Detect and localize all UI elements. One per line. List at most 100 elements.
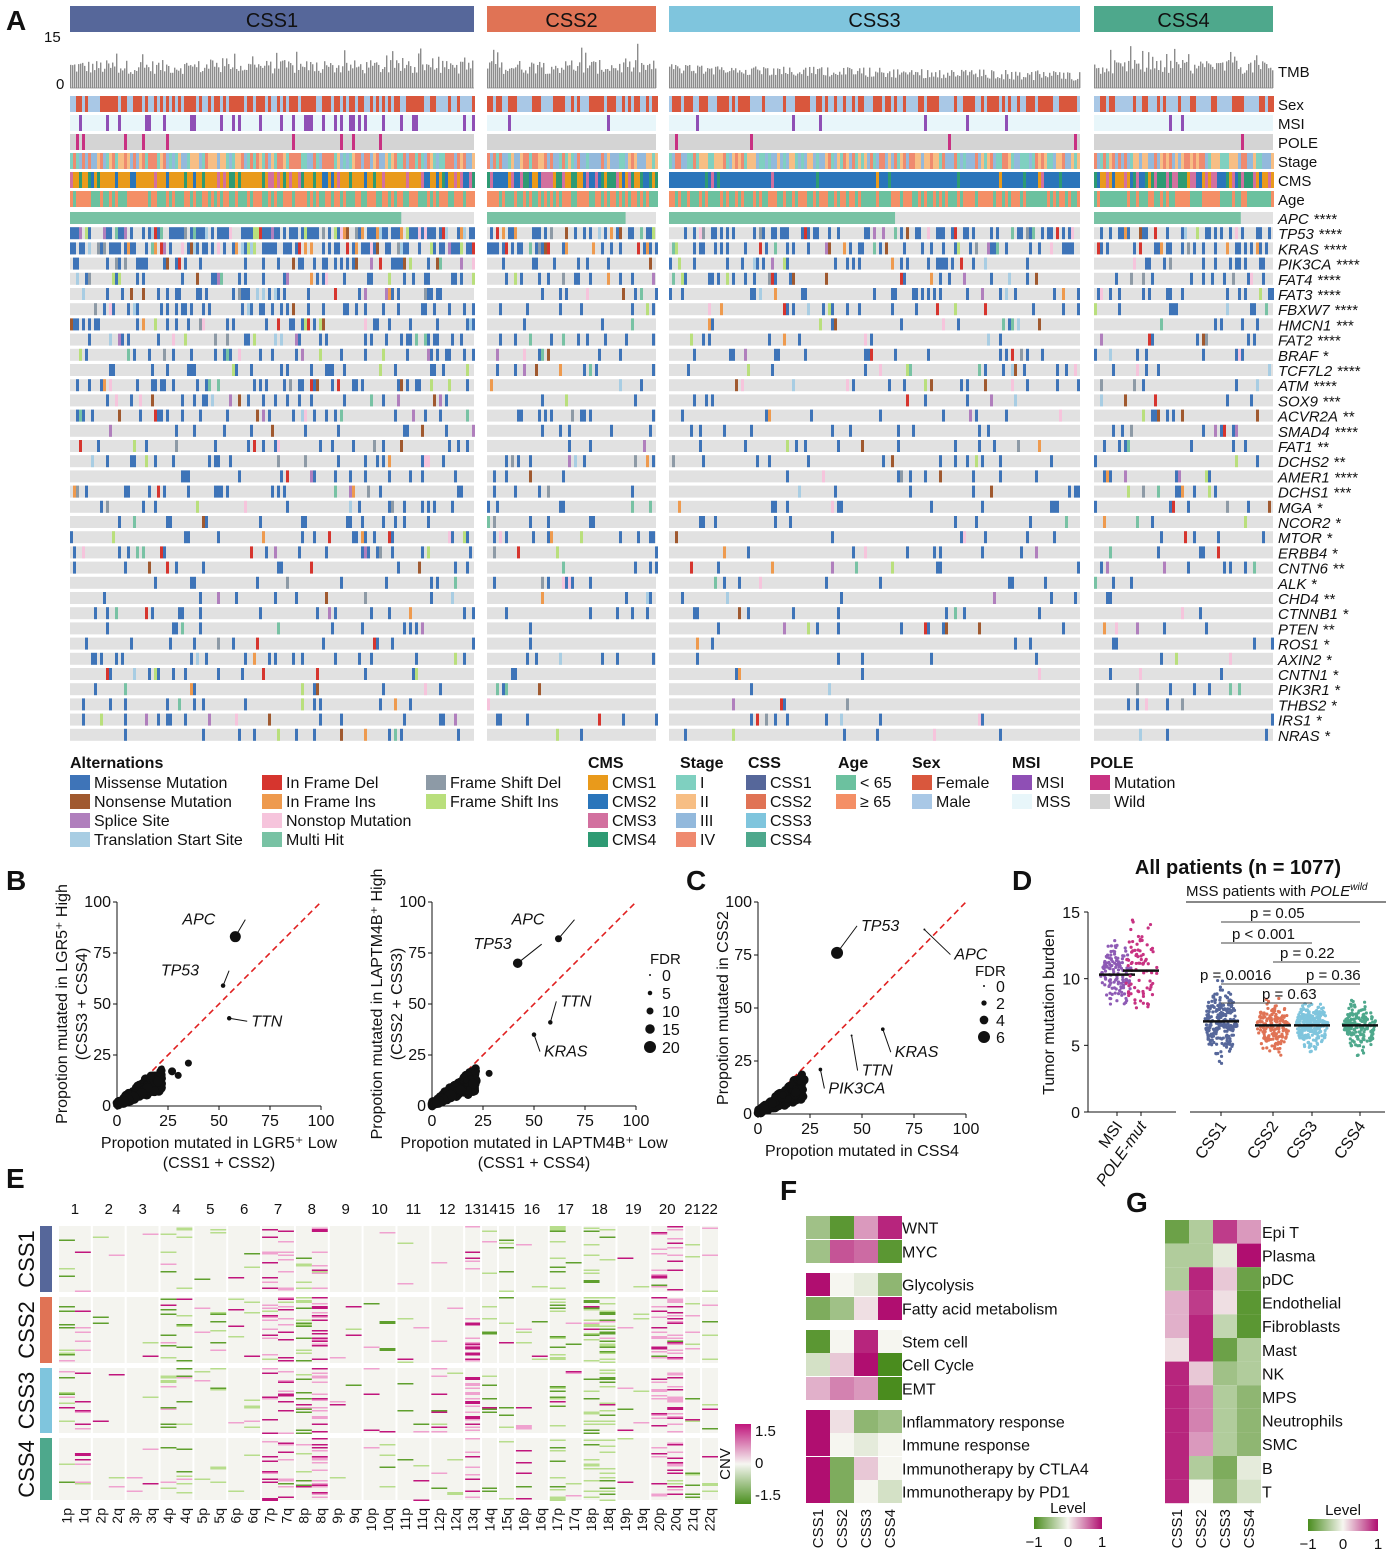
gene-cell: [1220, 227, 1223, 240]
tmb-bar: [240, 65, 242, 88]
legend-label: Nonstop Mutation: [286, 813, 411, 830]
gene-cell: [91, 652, 94, 665]
track-cell: [954, 153, 957, 169]
track-cell: [738, 96, 741, 112]
track-cell: [436, 96, 439, 112]
track-cell: [337, 191, 340, 207]
gene-cell: [268, 652, 271, 665]
gene-cell: [145, 607, 148, 620]
track-cell: [1136, 96, 1139, 112]
gene-cell: [421, 622, 424, 635]
track-cell: [942, 96, 945, 112]
track-cell: [1002, 96, 1005, 112]
track-cell: [145, 153, 148, 169]
tmb-bar: [677, 66, 679, 88]
tmb-bar: [533, 63, 535, 88]
gene-cell: [906, 394, 909, 407]
track-cell: [628, 172, 631, 188]
gene-cell: [76, 409, 79, 422]
gene-label: CHD4 **: [1278, 591, 1336, 608]
gene-label: FAT4 ****: [1278, 272, 1341, 289]
track-cell: [493, 96, 496, 112]
tmb-bar: [1158, 70, 1160, 88]
gene-label: CNTN6 **: [1278, 561, 1345, 578]
gene-name: KRAS: [1278, 241, 1319, 258]
gene-cell: [331, 379, 334, 392]
track-cell: [148, 96, 151, 112]
track-cell: [400, 191, 403, 207]
gene-cell: [726, 257, 729, 270]
gene-cell: [915, 288, 918, 300]
gene-cell: [1259, 242, 1262, 255]
track-cell: [765, 153, 768, 169]
point-label: TP53: [161, 963, 199, 980]
track-cell: [711, 172, 714, 188]
tmb-bar: [268, 65, 270, 88]
gene-row-bg: [1094, 683, 1273, 696]
track-cell: [124, 191, 127, 207]
track-cell: [175, 191, 178, 207]
track-cell: [1139, 172, 1142, 188]
gene-cell: [136, 303, 139, 316]
gene-cell: [876, 728, 879, 741]
gene-cell: [142, 288, 145, 300]
gene-cell: [646, 303, 649, 316]
track-cell: [1017, 96, 1020, 112]
track-cell: [124, 153, 127, 169]
tmb-bar: [386, 55, 388, 88]
gene-cell: [915, 303, 918, 316]
gene-cell: [382, 516, 385, 528]
gene-row-bg: [669, 516, 1080, 528]
tmb-bar: [883, 72, 885, 88]
track-cell: [193, 153, 196, 169]
track-cell: [124, 172, 127, 188]
y-tick-label: 100: [84, 894, 111, 911]
tmb-bar: [1094, 64, 1096, 88]
track-cell: [672, 153, 675, 169]
gene-cell: [181, 409, 184, 422]
track-cell: [553, 172, 556, 188]
gene-row-bg: [70, 668, 474, 680]
point: [485, 1069, 493, 1077]
gene-cell: [942, 227, 945, 240]
gene-name: ALK: [1277, 576, 1307, 593]
track-cell: [544, 153, 547, 169]
track-cell: [163, 96, 166, 112]
track-cell: [586, 153, 589, 169]
track-cell: [1044, 153, 1047, 169]
gene-cell: [1190, 272, 1193, 285]
gene-cell: [295, 227, 298, 240]
track-cell: [999, 172, 1002, 188]
gene-row-bg: [487, 607, 656, 620]
gene-cell: [768, 409, 771, 422]
gene-cell: [562, 470, 565, 483]
gene-cell: [448, 242, 451, 255]
legend-swatch: [426, 775, 446, 790]
track-cell: [750, 191, 753, 207]
gene-cell: [337, 424, 340, 437]
track-cell: [870, 172, 873, 188]
gene-cell: [520, 409, 523, 422]
x-tick-label: 25: [159, 1113, 177, 1130]
gene-cell: [211, 272, 214, 285]
gene-cell: [1235, 424, 1238, 437]
track-cell: [1211, 96, 1214, 112]
track-cell: [1211, 191, 1214, 207]
gene-significance: *: [1335, 682, 1341, 699]
track-cell: [1220, 96, 1223, 112]
tmb-bar: [735, 68, 737, 88]
gene-cell: [427, 288, 430, 300]
gene-cell: [565, 242, 568, 255]
gene-cell: [1217, 531, 1220, 544]
track-cell: [774, 153, 777, 169]
track-cell: [1256, 96, 1259, 112]
tmb-bar: [1134, 60, 1136, 88]
gene-cell: [1142, 227, 1145, 240]
track-cell: [400, 153, 403, 169]
track-cell: [217, 96, 220, 112]
track-cell: [415, 172, 418, 188]
track-cell: [277, 172, 280, 188]
gene-cell: [861, 242, 864, 255]
gene-cell: [436, 257, 439, 270]
track-cell: [178, 96, 181, 112]
